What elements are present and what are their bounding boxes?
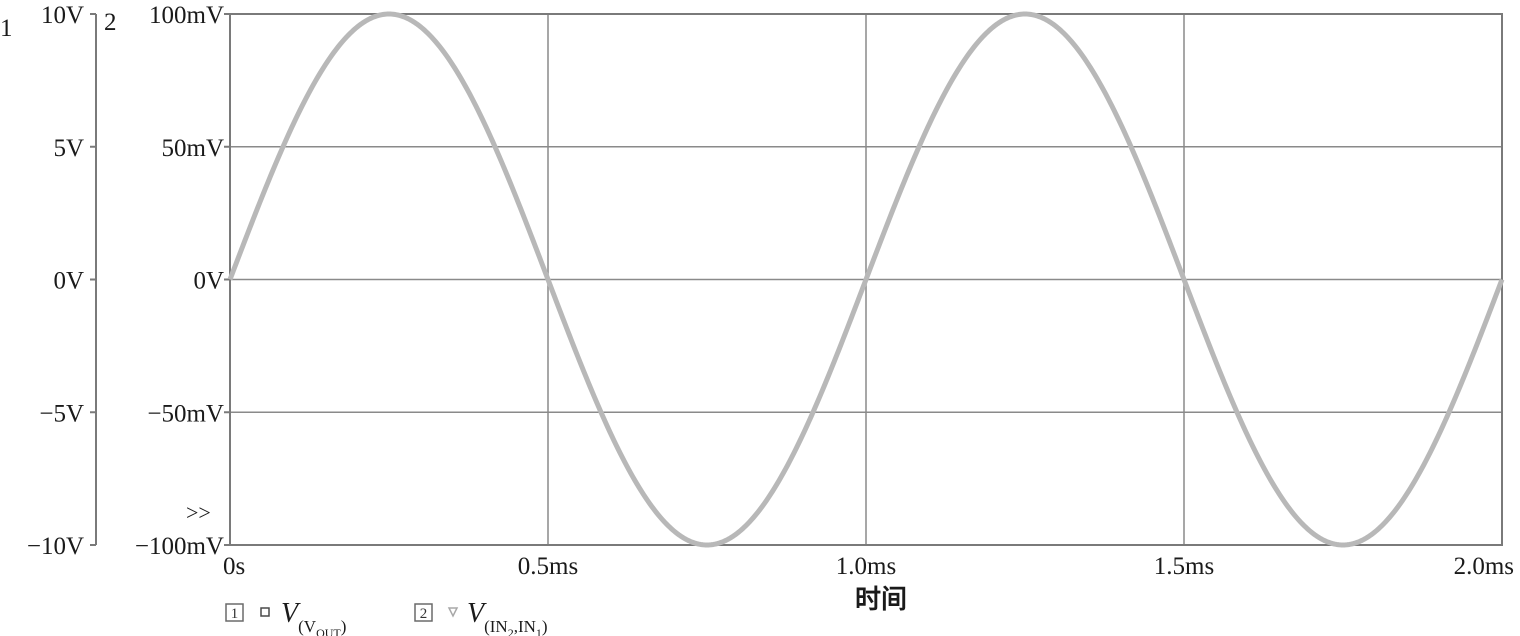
axis-1-tick-label: −5V bbox=[39, 400, 84, 427]
legend-index-1: 1 bbox=[231, 606, 239, 622]
legend-label-vout: V(VOUT) bbox=[281, 598, 346, 636]
axis-2-ticks: 100mV 50mV 0V −50mV −100mV bbox=[135, 2, 230, 560]
axis-marker: >> bbox=[186, 500, 211, 525]
axis-1-ticks: 10V 5V 0V −5V −10V bbox=[27, 2, 96, 560]
x-tick-label: 1.5ms bbox=[1154, 553, 1214, 580]
legend-box-2 bbox=[414, 603, 433, 622]
x-tick-label: 1.0ms bbox=[836, 553, 896, 580]
series-line-vin bbox=[227, 11, 1505, 548]
legend-index-2: 2 bbox=[420, 606, 428, 622]
x-axis-label: 时间 bbox=[855, 585, 907, 615]
square-marker-icon bbox=[260, 607, 270, 617]
axis-1-id: 1 bbox=[0, 15, 13, 42]
x-tick-label: 0.5ms bbox=[518, 553, 578, 580]
axis-2-tick-label: −50mV bbox=[147, 400, 224, 427]
axis-2-tick-label: 100mV bbox=[149, 2, 224, 29]
legend-item-vin[interactable]: 2 V(IN2,IN1) bbox=[414, 598, 548, 636]
triangle-marker-icon bbox=[447, 607, 459, 618]
x-axis-ticks: 0s 0.5ms 1.0ms 1.5ms 2.0ms bbox=[223, 553, 1514, 580]
x-tick-label: 0s bbox=[223, 553, 245, 580]
axis-1-tick-label: 0V bbox=[53, 268, 84, 295]
axis-1-tick-label: 10V bbox=[41, 2, 84, 29]
axis-1-tick-label: 5V bbox=[53, 135, 84, 162]
axis-1-tick-label: −10V bbox=[27, 533, 84, 560]
legend-box-1 bbox=[225, 603, 244, 622]
legend: 1 V(VOUT) 2 V(IN2,IN1) bbox=[225, 598, 548, 636]
axis-2-tick-label: −100mV bbox=[135, 533, 224, 560]
legend-item-vout[interactable]: 1 V(VOUT) bbox=[225, 598, 346, 636]
x-tick-label: 2.0ms bbox=[1454, 553, 1514, 580]
axis-2-tick-label: 0V bbox=[193, 268, 224, 295]
legend-label-vin: V(IN2,IN1) bbox=[467, 598, 548, 636]
axis-2-id: 2 bbox=[104, 9, 117, 36]
axis-2-tick-label: 50mV bbox=[162, 135, 225, 162]
